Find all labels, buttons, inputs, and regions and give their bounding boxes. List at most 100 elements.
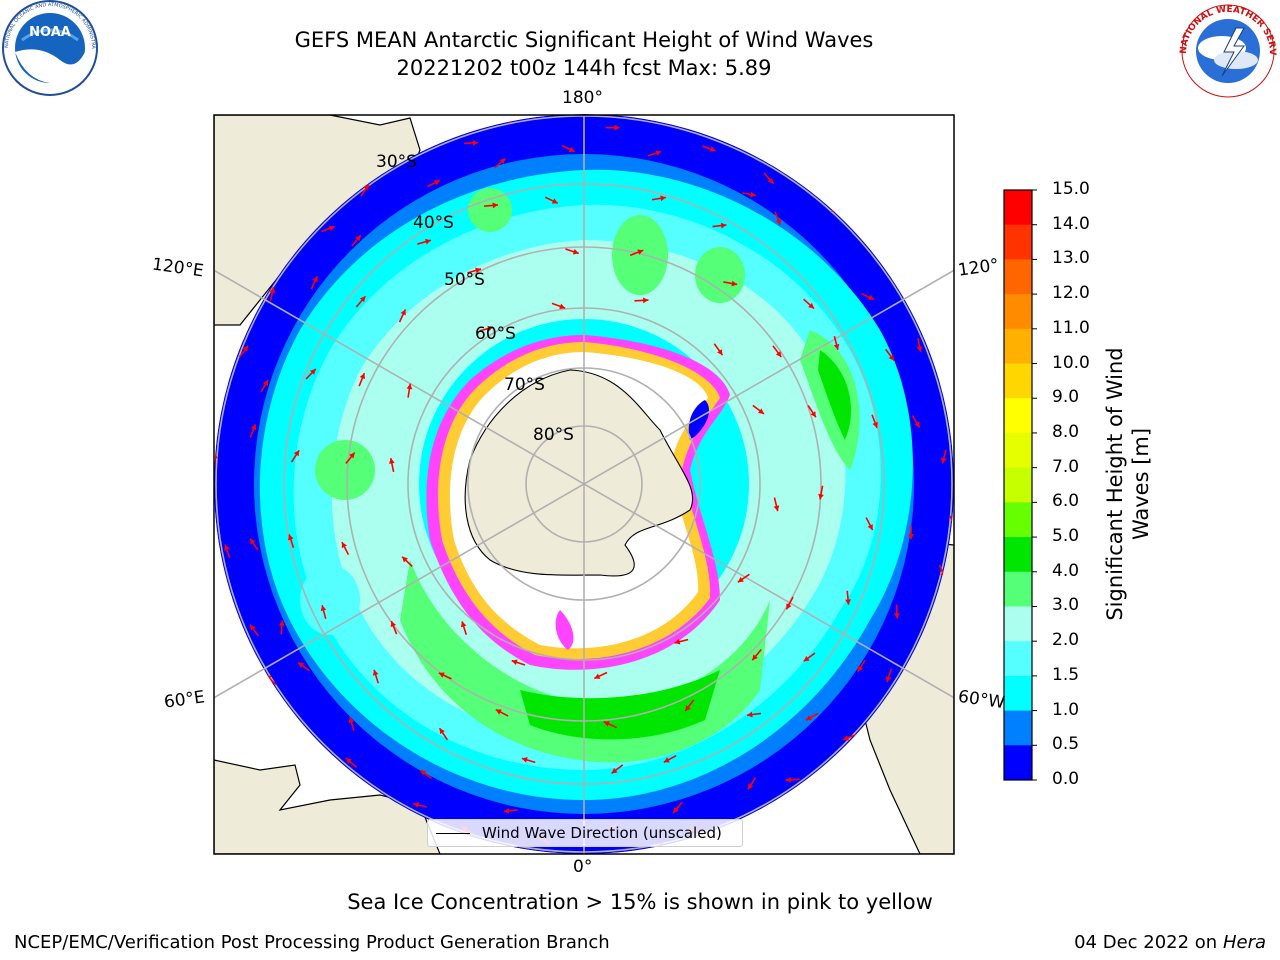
wind-wave-arrowhead <box>637 249 644 255</box>
wind-wave-arrowhead <box>805 715 812 721</box>
wind-wave-arrowhead <box>808 302 815 309</box>
wind-wave-arrowhead <box>348 717 355 724</box>
wind-wave-arrowhead <box>818 493 824 500</box>
wind-wave-arrowhead <box>673 806 679 813</box>
wind-wave-arrowhead <box>810 411 816 418</box>
wind-wave-arrowhead <box>521 757 528 763</box>
africa-land <box>214 759 441 854</box>
colorbar-tick-label: 3.0 <box>1052 595 1080 616</box>
wind-wave-arrowhead <box>663 757 670 763</box>
wind-wave-arrowhead <box>868 294 875 300</box>
wind-wave-arrowhead <box>908 533 914 540</box>
wind-wave-arrowhead <box>298 662 305 668</box>
wind-wave-arrowhead <box>750 191 756 198</box>
wind-wave-arrowhead <box>355 235 361 242</box>
colorbar-swatch <box>1004 328 1032 365</box>
wind-wave-arrowhead <box>758 408 764 414</box>
colorbar-swatch <box>1004 224 1032 260</box>
wind-wave-arrowhead <box>389 458 395 464</box>
wind-wave-arrowhead <box>320 605 327 612</box>
wind-wave-arrowhead <box>372 669 379 676</box>
wind-wave-arrowhead <box>400 309 406 316</box>
wind-wave-arrowhead <box>775 351 782 358</box>
wind-wave-arrowhead <box>503 807 510 814</box>
wind-wave-arrowhead <box>288 534 294 541</box>
wind-wave-arrowhead <box>434 180 441 186</box>
wind-wave-arrowhead <box>492 202 498 209</box>
wind-wave-arrowhead <box>269 287 276 294</box>
wind-wave-arrowhead <box>872 421 878 428</box>
wind-wave-arrowhead <box>603 721 610 727</box>
colorbar-tick-label: 1.5 <box>1052 664 1080 685</box>
colorbar-swatch <box>1004 745 1032 781</box>
noaa-logo-text: NOAA <box>29 25 71 40</box>
colorbar-swatch <box>1004 398 1032 434</box>
wind-wave-arrowhead <box>250 624 256 631</box>
colorbar-swatch <box>1004 432 1032 469</box>
wind-wave-arrowhead <box>262 380 269 387</box>
wind-wave-arrowhead <box>425 238 431 245</box>
colorbar-swatch <box>1004 537 1032 573</box>
wind-wave-arrowhead <box>773 505 780 512</box>
colorbar-swatch <box>1004 675 1032 712</box>
wind-wave-arrowhead <box>731 280 738 287</box>
wind-wave-arrowhead <box>475 267 481 274</box>
wind-wave-arrowhead <box>717 349 723 356</box>
colorbar-tick-label: 7.0 <box>1052 456 1080 477</box>
wind-wave-arrowhead <box>499 158 506 165</box>
colorbar-tick-label: 8.0 <box>1052 421 1080 442</box>
wind-wave-arrowhead <box>312 276 318 283</box>
colorbar-tick-label: 0.0 <box>1052 769 1080 789</box>
map-frame <box>213 114 955 855</box>
wind-wave-arrowhead <box>345 758 352 764</box>
wind-wave-arrowhead <box>402 556 408 563</box>
wind-wave-arrowhead <box>249 538 256 545</box>
wind-wave-arrowhead <box>709 146 716 152</box>
wind-wave-arrowhead <box>551 198 558 204</box>
wind-wave-arrowhead <box>349 452 355 459</box>
wind-wave-arrowhead <box>643 297 649 304</box>
colorbar-tick-label: 12.0 <box>1052 283 1090 304</box>
sea-ice-note: Sea Ice Concentration > 15% is shown in … <box>347 890 933 914</box>
wind-wave-arrowhead <box>420 770 427 776</box>
colorbar-tick-label: 4.0 <box>1052 560 1080 581</box>
colorbar-swatch <box>1004 606 1032 642</box>
wind-wave-arrowhead <box>594 673 601 679</box>
wind-wave-arrowhead <box>242 345 248 352</box>
colorbar-tick-label: 11.0 <box>1052 317 1090 338</box>
colorbar-swatch <box>1004 710 1032 746</box>
wind-wave-arrowhead <box>867 524 873 531</box>
wind-wave-arrowhead <box>786 603 792 610</box>
wind-wave-arrowhead <box>845 599 851 605</box>
lon-label-top: 180° <box>562 88 603 108</box>
wind-wave-arrowhead <box>885 676 892 683</box>
wind-wave-arrowhead <box>341 542 347 549</box>
colorbar <box>1003 189 1037 781</box>
lon-label-bottom: 0° <box>573 857 593 877</box>
wind-wave-arrowhead <box>720 222 727 229</box>
colorbar-tick-label: 14.0 <box>1052 213 1090 234</box>
credit-text: NCEP/EMC/Verification Post Processing Pr… <box>14 932 610 953</box>
wind-wave-arrowhead <box>916 346 923 352</box>
nws-logo-icon: NATIONAL WEATHER SERVICE <box>1178 2 1277 98</box>
colorbar-swatch <box>1004 467 1032 503</box>
wind-wave-arrowhead <box>941 457 947 464</box>
date-text: 04 Dec 2022 on Hera <box>1074 932 1266 953</box>
wind-wave-arrowhead <box>279 620 285 626</box>
machine-name: Hera <box>1222 932 1266 953</box>
lat-label-60s: 60°S <box>475 324 516 344</box>
wind-wave-arrowhead <box>785 776 791 783</box>
map-legend: Wind Wave Direction (unscaled) <box>427 819 743 847</box>
wind-wave-arrowhead <box>250 424 257 431</box>
wind-wave-arrowhead <box>660 195 666 202</box>
lat-label-50s: 50°S <box>444 270 485 290</box>
wind-wave-arrowhead <box>363 184 369 191</box>
colorbar-swatch <box>1004 502 1032 538</box>
wind-wave-arrowhead <box>559 303 566 310</box>
wind-wave-arrowhead <box>747 783 754 790</box>
lat-label-30s: 30°S <box>376 152 417 172</box>
colorbar-tick-label: 6.0 <box>1052 491 1080 512</box>
wind-wave-arrowhead <box>914 421 920 428</box>
wind-wave-arrowhead <box>472 140 479 146</box>
